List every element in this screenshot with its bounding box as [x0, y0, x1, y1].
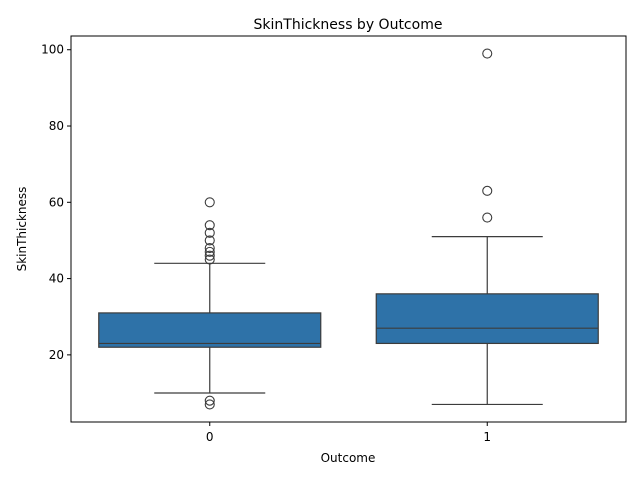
outlier-point	[482, 185, 493, 196]
x-tick-label: 1	[483, 430, 491, 444]
y-tick-label: 60	[49, 195, 64, 209]
chart-title: SkinThickness by Outcome	[254, 17, 443, 33]
box-group-1	[375, 48, 599, 406]
outlier-point	[204, 227, 215, 238]
outlier-point	[204, 399, 215, 410]
x-tick-label: 0	[206, 430, 214, 444]
outlier-point	[482, 48, 493, 59]
x-axis-label: Outcome	[321, 451, 376, 465]
y-tick-label: 80	[49, 119, 64, 133]
outlier-point	[204, 254, 215, 265]
outlier-point	[204, 220, 215, 231]
outlier-point	[204, 395, 215, 406]
outlier-point	[204, 243, 215, 254]
plot-area	[98, 48, 599, 410]
outlier-point	[204, 197, 215, 208]
box-group-0	[98, 197, 322, 410]
y-axis-label: SkinThickness	[15, 187, 29, 272]
y-axis: 20 40 60 80 100	[41, 43, 71, 362]
plot-frame	[70, 35, 627, 423]
iqr-box	[375, 293, 599, 345]
y-tick-label: 40	[49, 272, 64, 286]
iqr-box	[98, 312, 322, 348]
y-tick-label: 20	[49, 348, 64, 362]
outlier-point	[482, 212, 493, 223]
outlier-point	[204, 250, 215, 261]
outlier-point	[204, 246, 215, 257]
outlier-point	[204, 235, 215, 246]
y-tick-label: 100	[41, 43, 64, 57]
